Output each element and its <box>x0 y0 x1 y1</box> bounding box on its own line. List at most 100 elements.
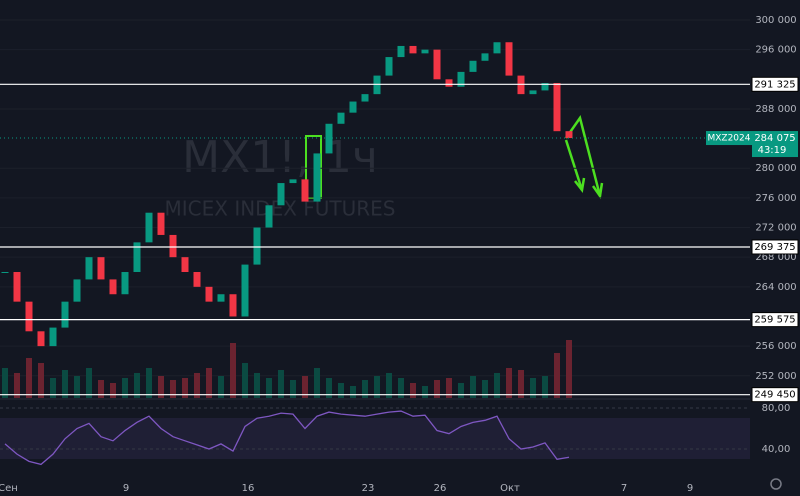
candle <box>181 257 189 273</box>
volume-bar <box>206 368 212 398</box>
current-price: 284 075 <box>754 133 795 144</box>
volume-bar <box>410 383 416 398</box>
volume-bar <box>62 370 68 398</box>
x-tick-label: 9 <box>123 483 129 494</box>
volume-bar <box>254 373 260 398</box>
volume-bar <box>446 378 452 398</box>
candle <box>361 94 369 102</box>
y-tick-label: 296 000 <box>755 45 796 56</box>
x-tick-label: 16 <box>242 483 255 494</box>
level-label-box <box>751 239 799 255</box>
candle <box>49 327 57 347</box>
arrow <box>564 139 584 191</box>
candle <box>205 286 213 302</box>
volume-bar <box>434 380 440 398</box>
countdown: 43:19 <box>758 145 787 156</box>
volume-bar <box>98 380 104 398</box>
settings-icon[interactable] <box>770 478 782 490</box>
volume-bar <box>302 376 308 398</box>
watermark-symbol: MX1!, 1ч <box>182 132 378 183</box>
candle <box>85 257 93 280</box>
volume-bar <box>218 376 224 398</box>
candle <box>493 42 501 54</box>
volume-bar <box>422 386 428 398</box>
volume-bar <box>314 368 320 398</box>
y-tick-label: 252 000 <box>755 371 796 382</box>
volume-bar <box>146 368 152 398</box>
volume-bar <box>518 370 524 398</box>
candle <box>193 272 201 287</box>
volume-bar <box>350 386 356 398</box>
x-tick-label: 23 <box>362 483 375 494</box>
candle <box>421 49 429 54</box>
volume-bar <box>374 376 380 398</box>
volume-bar <box>2 368 8 398</box>
y-tick-label: 288 000 <box>755 104 796 115</box>
level-label-box <box>751 312 799 328</box>
x-tick-label: 7 <box>621 483 627 494</box>
candle <box>397 45 405 58</box>
arrow-head <box>574 177 586 194</box>
candle <box>109 279 117 295</box>
volume-bar <box>14 373 20 398</box>
volume-bar <box>338 383 344 398</box>
volume-bar <box>134 373 140 398</box>
candle <box>217 294 225 302</box>
rsi-line <box>4 410 570 466</box>
rsi-tick-label: 40,00 <box>762 444 791 455</box>
candle <box>13 272 21 302</box>
volume-bar <box>266 378 272 398</box>
candle <box>313 153 321 202</box>
volume-bar <box>170 380 176 398</box>
x-tick-label: Сен <box>0 483 18 494</box>
volume-bar <box>458 383 464 398</box>
candle <box>337 112 345 124</box>
candle <box>169 234 177 258</box>
volume-bar <box>26 358 32 398</box>
level-label: 291 325 <box>754 79 795 90</box>
candle <box>349 101 357 113</box>
candle <box>457 71 465 87</box>
y-tick-label: 272 000 <box>755 223 796 234</box>
x-tick-label: 26 <box>434 483 447 494</box>
candle <box>433 49 441 80</box>
volume-bar <box>482 380 488 398</box>
volume-bar <box>194 373 200 398</box>
candle <box>505 42 513 76</box>
candle <box>145 212 153 243</box>
volume-bar <box>386 373 392 398</box>
candle <box>469 60 477 72</box>
candle <box>289 179 297 184</box>
volume-bar <box>122 378 128 398</box>
x-tick-label: 9 <box>687 483 693 494</box>
volume-bar <box>74 376 80 398</box>
y-tick-label: 276 000 <box>755 193 796 204</box>
y-tick-label: 268 000 <box>755 252 796 263</box>
volume-bar <box>362 380 368 398</box>
candle <box>385 57 393 76</box>
symbol-label: MXZ2024 <box>707 134 750 144</box>
volume-bar <box>470 376 476 398</box>
y-tick-label: 264 000 <box>755 282 796 293</box>
candle <box>253 227 261 265</box>
volume-bar <box>158 376 164 398</box>
volume-bar <box>398 378 404 398</box>
candle <box>409 45 417 54</box>
candle <box>25 301 33 332</box>
candle <box>61 301 69 328</box>
candle <box>73 279 81 302</box>
y-tick-label: 280 000 <box>755 163 796 174</box>
candle <box>37 331 45 347</box>
rsi-band <box>0 418 750 459</box>
arrow-head <box>591 182 604 200</box>
candle <box>133 242 141 273</box>
volume-bar <box>494 373 500 398</box>
level-label-box <box>751 387 799 403</box>
candle <box>157 212 165 235</box>
volume-bar <box>242 363 248 398</box>
y-tick-label: 300 000 <box>755 15 796 26</box>
candle <box>265 205 273 228</box>
candle <box>1 272 9 274</box>
